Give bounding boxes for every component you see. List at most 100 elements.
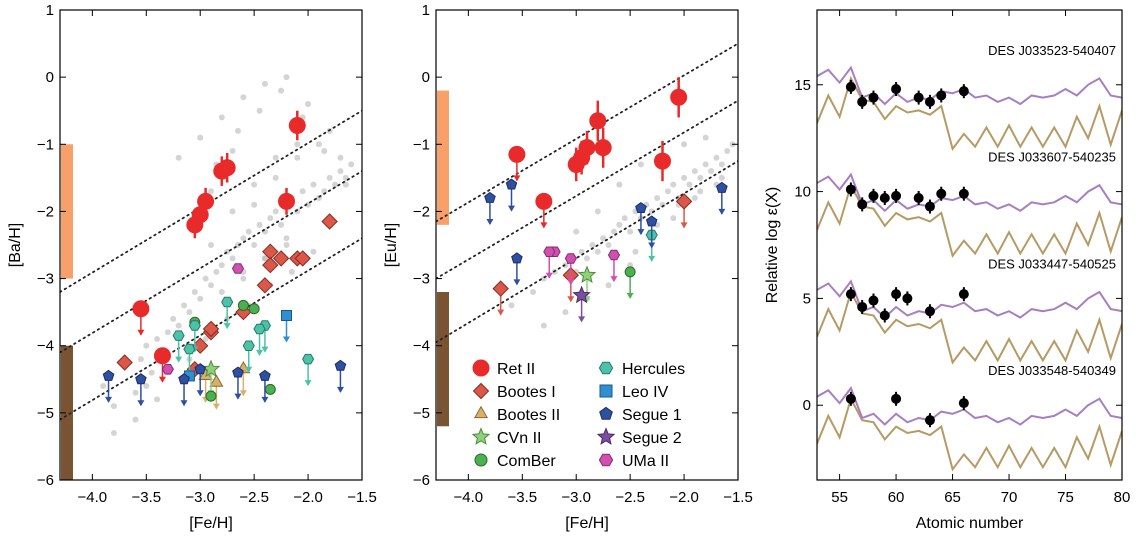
background-star [573, 228, 580, 235]
upper-limit-arrowhead [158, 376, 166, 383]
abundance-point [845, 184, 856, 195]
background-star [337, 168, 344, 175]
upper-limit-arrowhead [508, 205, 515, 212]
upper-limit-arrowhead [239, 390, 247, 397]
background-star [724, 148, 731, 154]
x-tick-label: −4.0 [454, 489, 484, 506]
star-abundances [845, 79, 969, 428]
y-tick-label: 1 [46, 2, 54, 19]
y-tick-label: −6 [413, 472, 430, 489]
background-star [681, 141, 688, 148]
eu-fe-panel: Ret II Bootes I Bootes II CVn II ComBer Hercu… [383, 2, 753, 532]
background-star [267, 215, 274, 222]
upper-limit-arrowhead [545, 272, 553, 279]
data-point [535, 192, 553, 210]
background-star [637, 161, 644, 168]
background-star [713, 154, 720, 161]
legend-label: Segue 2 [622, 430, 682, 447]
background-star [702, 134, 709, 141]
data-point [589, 112, 607, 130]
x-tick-label: −3.5 [131, 489, 161, 506]
background-star [691, 168, 698, 175]
data-point [484, 191, 496, 203]
background-star [681, 174, 688, 181]
legend-item: Hercules [598, 361, 685, 378]
background-star [110, 430, 117, 436]
background-star [278, 87, 285, 94]
upper-limit-arrowhead [137, 329, 145, 336]
x-tick-label: −2.5 [615, 489, 645, 506]
data-point [543, 246, 556, 257]
background-star [664, 188, 671, 195]
abundance-point [958, 398, 969, 409]
y-tick-label: −2 [37, 203, 54, 220]
background-star [240, 275, 247, 282]
x-tick-label: 70 [1001, 489, 1018, 506]
reference-bands [61, 144, 73, 480]
background-star [175, 154, 182, 161]
y-axis-label: [Eu/H] [383, 223, 400, 267]
background-star [197, 295, 204, 302]
upper-limit-arrowhead [718, 208, 726, 215]
y-tick-label: 0 [46, 69, 54, 86]
star-label: DES J033447-540525 [988, 256, 1116, 271]
abundance-point [936, 90, 947, 101]
upper-limit-arrowhead [513, 279, 521, 286]
reference-band [61, 345, 73, 480]
background-star [164, 329, 171, 336]
legend-marker [598, 361, 614, 375]
abundance-point [958, 188, 969, 199]
background-star [218, 289, 225, 295]
x-tick-label: −2.5 [239, 489, 269, 506]
background-star [234, 127, 241, 134]
data-point [670, 88, 688, 106]
data-point [194, 363, 206, 375]
legend-marker [472, 359, 490, 377]
data-point [102, 369, 115, 381]
upper-limit-arrowhead [234, 393, 242, 400]
data-point [334, 359, 347, 371]
background-star [132, 416, 139, 423]
upper-limit-arrowhead [105, 396, 113, 403]
background-star [584, 255, 590, 262]
data-point [186, 216, 204, 234]
data-point [201, 359, 221, 378]
x-tick-label: 80 [1114, 489, 1131, 506]
star-labels: DES J033523-540407 DES J033607-540235 DES … [988, 43, 1116, 378]
background-star [272, 208, 279, 215]
background-star [143, 342, 150, 349]
dotted-line [60, 170, 362, 354]
background-star [272, 174, 279, 181]
solar-s-process-curve [817, 396, 1122, 472]
background-star [181, 302, 188, 309]
abundance-point [913, 193, 924, 203]
data-point [492, 280, 509, 297]
abundance-point [868, 190, 879, 201]
background-star [110, 403, 117, 410]
x-tick-label: −4.0 [78, 489, 108, 506]
x-tick-labels: −4.0 −3.5 −3.0 −2.5 −2.0 −1.5 [454, 10, 753, 506]
background-star [197, 134, 204, 141]
dotted-line [436, 160, 738, 344]
legend-item: Segue 2 [596, 427, 682, 447]
background-star [283, 74, 290, 81]
abundance-point [902, 293, 913, 304]
star-label: DES J033607-540235 [988, 150, 1116, 165]
y-tick-label: 0 [422, 69, 430, 86]
dwarf-galaxy-stars [102, 110, 347, 410]
data-point [183, 343, 196, 355]
data-point [116, 354, 133, 371]
upper-limit-arrowhead [175, 356, 183, 363]
upper-limit-arrowhead [304, 380, 312, 387]
background-star [654, 195, 661, 201]
legend-label: Bootes II [497, 407, 560, 424]
background-star [218, 114, 225, 121]
abundance-point [857, 199, 868, 210]
background-star [218, 262, 225, 269]
abundance-point [891, 289, 902, 300]
data-point [161, 364, 174, 375]
background-stars [508, 134, 736, 329]
y-tick-label: −4 [37, 338, 54, 355]
data-point [213, 162, 231, 180]
x-tick-label: −2.0 [669, 489, 699, 506]
